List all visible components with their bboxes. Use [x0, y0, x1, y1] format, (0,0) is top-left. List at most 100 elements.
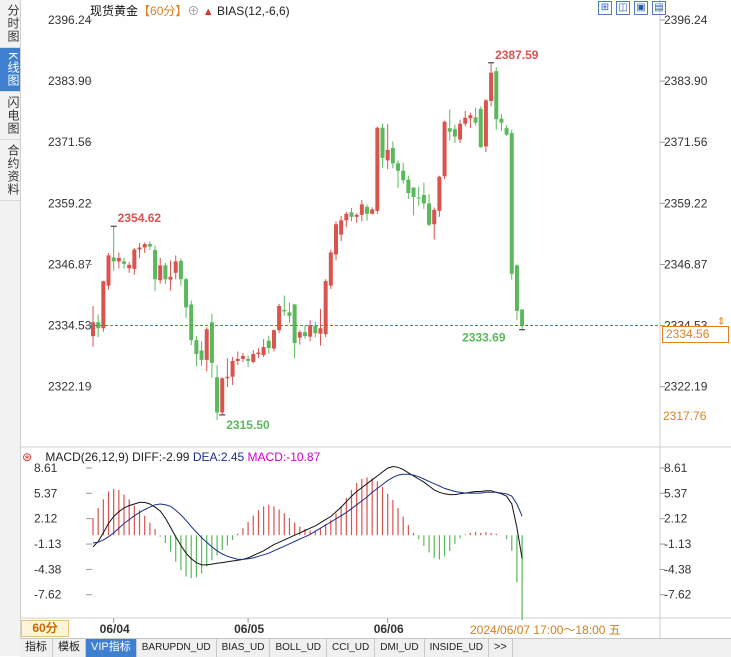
candle-down: [178, 260, 183, 280]
macd-tick-right-label: 8.61: [664, 461, 688, 475]
candle-down: [520, 309, 525, 326]
candle-down: [147, 244, 152, 247]
diff-line: [92, 465, 523, 566]
candle-down: [349, 212, 354, 217]
period-badge[interactable]: 60分: [21, 620, 69, 637]
window-controls: ⊞ ◫ ▣ ▤: [598, 1, 666, 15]
candle-up: [235, 358, 240, 361]
sidebar-tab-flash[interactable]: 闪电图: [0, 92, 20, 141]
sidebar-tab-contract-info[interactable]: 合约资料: [0, 140, 20, 202]
candle-down: [282, 309, 287, 312]
tab-indicators[interactable]: 指标: [20, 639, 53, 657]
candle-up: [323, 281, 328, 335]
candle-up: [458, 123, 463, 140]
candle-down: [302, 332, 307, 337]
price-tick-left-label: 2383.90: [48, 74, 92, 88]
candle-up: [127, 264, 132, 269]
candle-up: [375, 127, 380, 211]
candle-up: [137, 247, 142, 250]
candle-down: [194, 340, 199, 354]
candle-down: [401, 170, 406, 181]
view-sidebar: 分时图 K线图 闪电图 合约资料: [0, 0, 21, 656]
high-price-label: 2387.59: [495, 48, 539, 62]
macd-diff: DIFF:-2.99: [132, 450, 190, 464]
macd-histogram: [92, 477, 523, 621]
candle-up: [432, 209, 437, 225]
candle-down: [504, 128, 509, 135]
candle-down: [494, 71, 499, 120]
candle-down: [122, 261, 127, 264]
macd-tick-left-label: 2.12: [34, 512, 58, 526]
tab-more-button[interactable]: >>: [489, 639, 513, 657]
candle-up: [463, 117, 468, 124]
tab-barupdn[interactable]: BARUPDN_UD: [137, 639, 217, 657]
tab-boll[interactable]: BOLL_UD: [270, 639, 328, 657]
macd-settings-icon[interactable]: ⊛: [22, 450, 33, 464]
price-tick-right-label: 2371.56: [664, 135, 708, 149]
candle-down: [266, 340, 271, 349]
tab-cci[interactable]: CCI_UD: [327, 639, 376, 657]
x-tick-label: 06/06: [374, 622, 404, 636]
macd-axis: 8.61 8.61 5.37 5.37 2.12 2.12 -1.13 -1.13 -4.38 -…: [34, 461, 692, 602]
candle-up: [318, 328, 323, 334]
macd-lines: [92, 465, 523, 566]
period-label[interactable]: 【60分】: [138, 4, 188, 18]
candle-down: [421, 195, 426, 204]
split-view-icon[interactable]: ◫: [616, 1, 630, 15]
candle-up: [132, 249, 137, 269]
current-price-badge: 2334.56: [662, 326, 729, 343]
indicator-tabs: 指标 模板 VIP指标 BARUPDN_UD BIAS_UD BOLL_UD C…: [20, 638, 731, 657]
macd-tick-left-label: 8.61: [34, 461, 58, 475]
x-axis: 06/04 06/05 06/06: [100, 618, 404, 636]
macd-tick-right-label: -4.38: [664, 562, 692, 576]
maximize-icon[interactable]: ▣: [634, 1, 648, 15]
candle-down: [163, 265, 168, 280]
candle-up: [277, 305, 282, 331]
candle-up: [204, 329, 209, 360]
candle-up: [328, 252, 333, 286]
candle-up: [220, 378, 225, 413]
candle-up: [370, 209, 375, 214]
tab-inside[interactable]: INSIDE_UD: [425, 639, 489, 657]
macd-tick-right-label: 5.37: [664, 486, 688, 500]
candle-up: [333, 224, 338, 255]
price-tick-left-label: 2322.19: [48, 380, 92, 394]
tab-dmi[interactable]: DMI_UD: [375, 639, 425, 657]
candle-down: [509, 133, 514, 274]
candle-down: [473, 117, 478, 123]
tab-vip-indicators[interactable]: VIP指标: [86, 639, 137, 657]
chart-header: 现货黄金【60分】⊕ ▲ BIAS(12,-6,6): [90, 2, 290, 19]
price-tick-left-label: 2371.56: [48, 135, 92, 149]
tab-templates[interactable]: 模板: [53, 639, 86, 657]
candle-up: [483, 100, 488, 147]
candle-down: [111, 257, 116, 262]
candle-down: [447, 128, 452, 132]
candle-up: [251, 353, 256, 362]
macd-tick-left-label: 5.37: [34, 486, 58, 500]
x-tick-label: 06/04: [100, 622, 130, 636]
cursor-datetime: 2024/06/07 17:00～18:00 五: [470, 623, 621, 637]
sidebar-tab-timeshare[interactable]: 分时图: [0, 0, 20, 48]
macd-dea: DEA:2.45: [192, 450, 245, 464]
candle-up: [468, 115, 473, 119]
candle-down: [380, 127, 385, 158]
sidebar-tab-kline[interactable]: K线图: [0, 48, 20, 93]
price-flag-icon: ⇕: [717, 316, 725, 327]
indicator-label[interactable]: BIAS(12,-6,6): [216, 4, 290, 18]
candle-up: [91, 322, 95, 337]
expand-icon[interactable]: ⊞: [598, 1, 612, 15]
indicator-arrow-icon[interactable]: ▲: [202, 6, 214, 18]
candle-up: [168, 276, 173, 280]
candle-down: [452, 129, 457, 137]
low-price-label: 2315.50: [226, 418, 270, 432]
circle-plus-icon[interactable]: ⊕: [187, 4, 200, 18]
candle-down: [189, 304, 194, 341]
candle-down: [406, 179, 411, 194]
price-grid: [20, 0, 731, 638]
tab-bias[interactable]: BIAS_UD: [217, 639, 271, 657]
candle-down: [292, 304, 297, 344]
macd-name[interactable]: MACD(26,12,9): [45, 450, 129, 464]
layout-icon[interactable]: ▤: [652, 1, 666, 15]
candle-down: [209, 322, 214, 363]
